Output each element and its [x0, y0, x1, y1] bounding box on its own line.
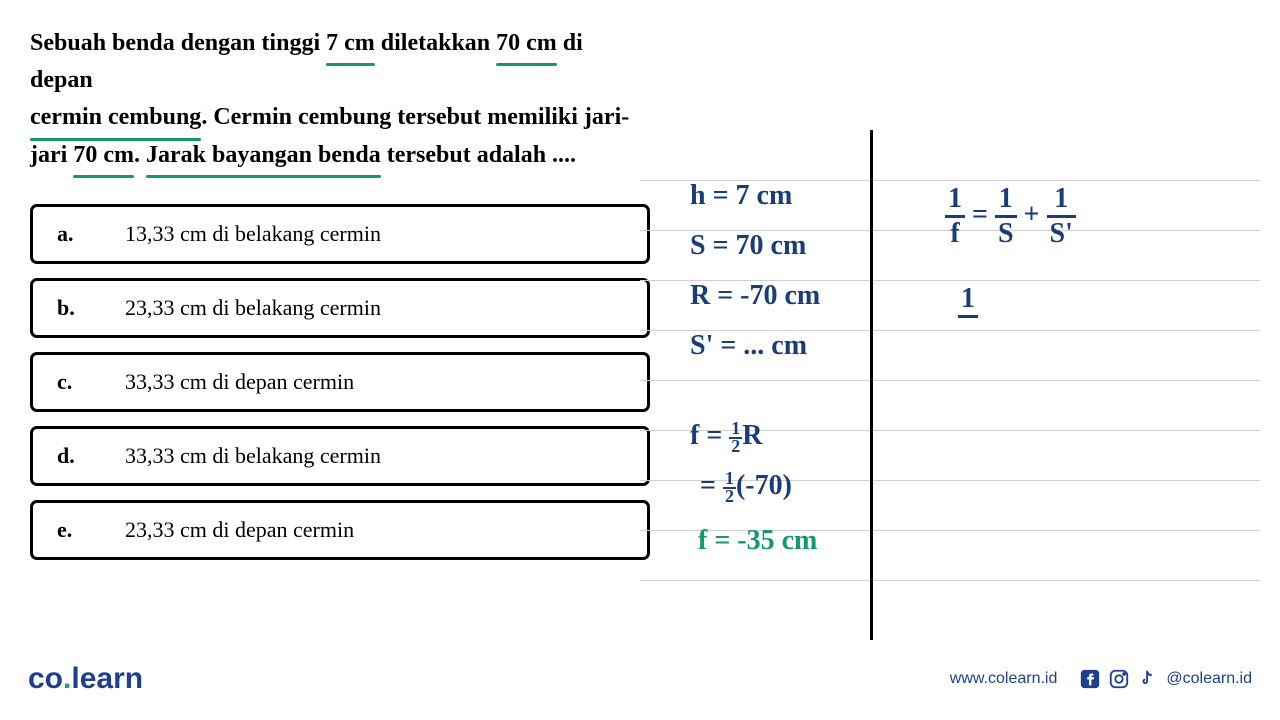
option-text: 23,33 cm di depan cermin — [125, 517, 354, 543]
option-letter: d. — [57, 443, 125, 469]
q-text: diletakkan — [375, 30, 496, 56]
hw-given-h: h = 7 cm — [690, 180, 792, 212]
rule-line — [640, 380, 1260, 381]
q-underline-distance: 70 cm — [496, 25, 557, 62]
frac-den: f — [945, 218, 965, 248]
hw-focal-result: f = -35 cm — [698, 525, 817, 557]
hw-text: f = — [690, 420, 729, 451]
q-underline-ask: Jarak bayangan benda — [146, 137, 381, 174]
hw-mirror-formula: 1f = 1S + 1S' — [945, 185, 1076, 248]
hw-partial: 1 — [958, 285, 978, 348]
frac-num: 1 — [1047, 185, 1076, 218]
footer: co.learn www.colearn.id @colearn.id — [0, 662, 1280, 696]
option-b[interactable]: b. 23,33 cm di belakang cermin — [30, 278, 650, 338]
option-e[interactable]: e. 23,33 cm di depan cermin — [30, 500, 650, 560]
divider-line — [870, 130, 873, 640]
option-a[interactable]: a. 13,33 cm di belakang cermin — [30, 204, 650, 264]
website-link[interactable]: www.colearn.id — [950, 670, 1058, 688]
frac-num: 1 — [945, 185, 965, 218]
option-text: 13,33 cm di belakang cermin — [125, 221, 381, 247]
rule-line — [640, 580, 1260, 581]
q-text: . — [134, 142, 146, 168]
frac-num: 1 — [995, 185, 1017, 218]
hw-focal-line1: f = 12R — [690, 420, 763, 454]
logo-learn: learn — [71, 662, 143, 695]
q-underline-radius: 70 cm — [73, 137, 134, 174]
hw-text: + — [1017, 199, 1047, 230]
facebook-icon[interactable] — [1079, 668, 1101, 690]
hw-text: = — [965, 199, 995, 230]
logo-co: co — [28, 662, 63, 695]
hw-given-s: S = 70 cm — [690, 230, 806, 262]
tiktok-icon[interactable] — [1137, 668, 1159, 690]
option-letter: a. — [57, 221, 125, 247]
hw-given-r: R = -70 cm — [690, 280, 820, 312]
frac-den: S' — [1047, 218, 1076, 248]
frac-den: 2 — [729, 439, 742, 454]
q-text: jari — [30, 142, 73, 168]
option-text: 33,33 cm di depan cermin — [125, 369, 354, 395]
hw-text: R — [742, 420, 762, 451]
frac-num: 1 — [958, 285, 978, 318]
option-c[interactable]: c. 33,33 cm di depan cermin — [30, 352, 650, 412]
frac-den: S — [995, 218, 1017, 248]
social-handle: @colearn.id — [1166, 670, 1252, 688]
option-d[interactable]: d. 33,33 cm di belakang cermin — [30, 426, 650, 486]
hw-text: (-70) — [736, 470, 792, 501]
social-links: @colearn.id — [1079, 668, 1252, 690]
option-text: 33,33 cm di belakang cermin — [125, 443, 381, 469]
options-list: a. 13,33 cm di belakang cermin b. 23,33 … — [30, 204, 650, 560]
option-letter: c. — [57, 369, 125, 395]
q-underline-height: 7 cm — [326, 25, 375, 62]
q-text: tersebut adalah .... — [381, 142, 576, 168]
q-underline-mirror: cermin cembung — [30, 99, 201, 136]
frac-den — [958, 318, 978, 348]
hw-text: = — [700, 470, 723, 501]
hw-focal-line2: = 12(-70) — [700, 470, 792, 504]
question-text: Sebuah benda dengan tinggi 7 cm diletakk… — [30, 25, 650, 174]
q-text: Sebuah benda dengan tinggi — [30, 30, 326, 56]
option-letter: b. — [57, 295, 125, 321]
hw-given-sprime: S' = ... cm — [690, 330, 807, 362]
option-letter: e. — [57, 517, 125, 543]
footer-right: www.colearn.id @colearn.id — [950, 668, 1252, 690]
q-text: . Cermin cembung tersebut memiliki jari- — [201, 104, 629, 130]
handwriting-area: h = 7 cm S = 70 cm R = -70 cm S' = ... c… — [640, 130, 1280, 640]
option-text: 23,33 cm di belakang cermin — [125, 295, 381, 321]
instagram-icon[interactable] — [1108, 668, 1130, 690]
logo: co.learn — [28, 662, 143, 696]
frac-den: 2 — [723, 489, 736, 504]
